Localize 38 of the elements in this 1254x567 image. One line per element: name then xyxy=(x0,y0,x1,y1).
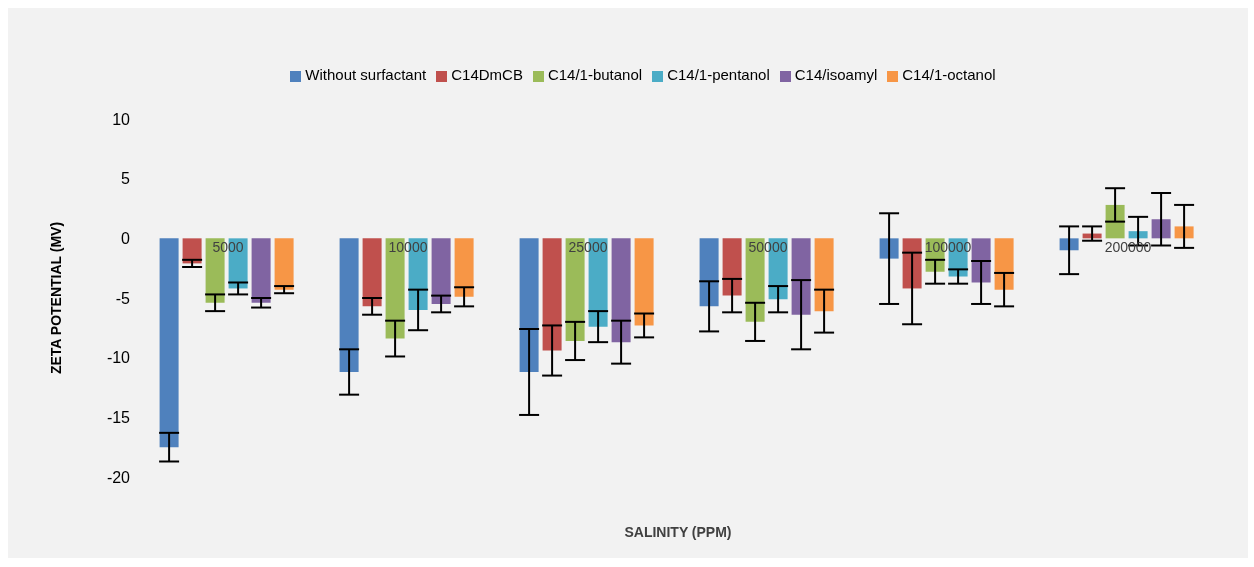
bar xyxy=(814,238,834,312)
y-tick-label: -5 xyxy=(115,289,131,307)
bar xyxy=(722,238,742,296)
bar xyxy=(634,238,654,326)
bar xyxy=(362,238,382,307)
bar xyxy=(611,238,631,343)
y-tick-label: -20 xyxy=(106,468,131,486)
legend-label: C14/isoamyl xyxy=(794,66,878,83)
bar xyxy=(159,238,179,448)
bar xyxy=(431,238,451,304)
bar xyxy=(339,238,359,372)
legend-label: C14DmCB xyxy=(451,66,523,83)
legend-label: C14/1-butanol xyxy=(547,66,643,83)
bar xyxy=(791,238,811,315)
legend-label: C14/1-octanol xyxy=(902,66,996,83)
bar xyxy=(251,238,271,303)
y-axis-title: ZETA POTENTIAL (MV) xyxy=(47,221,64,375)
legend-label: Without surfactant xyxy=(305,66,427,83)
legend-label: C14/1-pentanol xyxy=(667,66,770,83)
bar xyxy=(699,238,719,307)
bar xyxy=(994,238,1014,290)
x-tick-label: 50000 xyxy=(748,239,788,255)
bar xyxy=(519,238,539,372)
y-tick-label: -15 xyxy=(106,409,131,427)
bar xyxy=(454,238,474,297)
x-tick-label: 10000 xyxy=(388,239,428,255)
bar xyxy=(542,238,562,351)
x-tick-label: 25000 xyxy=(568,239,608,255)
x-tick-label: 100000 xyxy=(924,239,972,255)
y-tick-label: 10 xyxy=(112,110,131,128)
y-tick-label: 5 xyxy=(121,170,131,188)
x-axis-title: SALINITY (PPM) xyxy=(624,524,732,540)
bar xyxy=(274,238,294,290)
x-tick-label: 5000 xyxy=(212,239,244,255)
x-tick-label: 200000 xyxy=(1104,239,1152,255)
bar xyxy=(971,238,991,283)
y-tick-label: -10 xyxy=(106,349,131,367)
y-tick-label: 0 xyxy=(121,230,131,248)
